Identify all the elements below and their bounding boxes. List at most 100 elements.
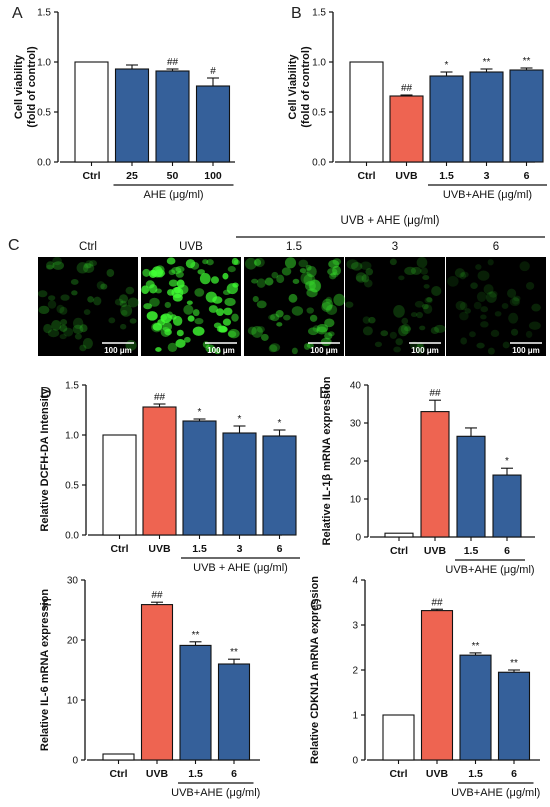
cell-nucleus [276, 274, 285, 284]
cell-nucleus [202, 259, 209, 265]
significance-marker: ** [230, 647, 238, 658]
cell-nucleus [155, 347, 162, 352]
panel-label: E [319, 385, 330, 402]
cell-nucleus [47, 300, 57, 309]
cell-nucleus [421, 303, 429, 310]
cell-nucleus [197, 269, 205, 275]
cell-nucleus [355, 272, 367, 283]
x-tick-label: Ctrl [389, 768, 407, 780]
group-label: UVB + AHE (μg/ml) [193, 562, 288, 574]
significance-marker: ## [151, 590, 163, 601]
micrograph-image [446, 257, 546, 356]
y-tick-label: 0 [72, 756, 78, 767]
cell-nucleus [507, 288, 517, 298]
panel-label: G [310, 597, 322, 614]
cell-nucleus [72, 317, 84, 330]
scale-bar-label: 100 μm [207, 346, 235, 355]
cell-nucleus [395, 338, 403, 346]
cell-nucleus [47, 329, 60, 338]
cell-nucleus [119, 300, 128, 308]
panel-label: D [40, 385, 52, 402]
cell-nucleus [487, 347, 495, 355]
micrograph-title: 3 [392, 241, 398, 253]
cell-nucleus [79, 344, 87, 352]
cell-nucleus [125, 286, 135, 295]
cell-nucleus [480, 321, 489, 328]
group-label: AHE (μg/ml) [143, 189, 203, 201]
cell-nucleus [321, 301, 333, 312]
cell-nucleus [121, 309, 128, 316]
x-tick-label: 100 [204, 170, 222, 182]
cell-nucleus [162, 321, 172, 332]
cell-nucleus [400, 323, 411, 335]
cell-nucleus [525, 330, 533, 338]
cell-nucleus [300, 271, 313, 285]
cell-nucleus [46, 261, 55, 270]
micrograph: 6 100 μm [446, 241, 546, 356]
cell-nucleus [401, 317, 409, 325]
bar [114, 68, 150, 163]
y-axis-label: Relative CDKN1A mRNA expression [309, 576, 321, 764]
cell-nucleus [332, 258, 342, 266]
x-tick-label: Ctrl [82, 170, 100, 182]
cell-nucleus [459, 311, 469, 321]
cell-nucleus [192, 309, 200, 317]
cell-nucleus [119, 294, 129, 304]
cell-nucleus [324, 332, 333, 340]
cell-nucleus [307, 327, 319, 336]
x-tick-label: 6 [524, 170, 530, 182]
x-tick-label: UVB [424, 545, 447, 557]
bar [195, 85, 231, 163]
cell-nucleus [305, 280, 316, 291]
cell-nucleus [393, 305, 405, 318]
cell-nucleus [166, 257, 176, 265]
cell-nucleus [362, 316, 371, 324]
cell-nucleus [415, 344, 426, 354]
cell-nucleus [494, 311, 502, 317]
y-axis-label: (fold of control) [26, 46, 38, 128]
scale-bar-label: 100 μm [411, 346, 439, 355]
group-label: UVB + AHE (μg/ml) [341, 215, 440, 227]
scale-bar-label: 100 μm [104, 346, 132, 355]
cell-nucleus [464, 308, 472, 314]
x-tick-label: UVB [148, 543, 171, 555]
y-tick-label: 0.5 [65, 481, 79, 492]
cell-nucleus [288, 293, 298, 303]
cell-nucleus [501, 302, 509, 310]
y-tick-label: 30 [67, 576, 79, 587]
y-axis-label: (fold of control) [300, 46, 312, 128]
cell-nucleus [93, 296, 102, 306]
cell-nucleus [260, 333, 269, 341]
cell-nucleus [127, 297, 139, 308]
cell-nucleus [222, 272, 229, 280]
cell-nucleus [511, 296, 520, 305]
cell-nucleus [404, 266, 417, 276]
cell-nucleus [52, 261, 65, 270]
cell-nucleus [47, 295, 56, 301]
bar [74, 61, 109, 163]
x-tick-label: Ctrl [109, 768, 127, 780]
cell-nucleus [60, 319, 68, 326]
cell-nucleus [254, 258, 262, 266]
group-label: UVB+AHE (μg/ml) [451, 787, 540, 799]
cell-nucleus [254, 257, 265, 268]
cell-nucleus [306, 265, 317, 278]
cell-nucleus [251, 278, 259, 284]
cell-nucleus [168, 279, 178, 287]
x-tick-label: Ctrl [110, 543, 128, 555]
cell-nucleus [322, 298, 333, 311]
cell-nucleus [476, 291, 487, 302]
bar [492, 474, 522, 538]
cell-nucleus [38, 305, 50, 315]
cell-nucleus [510, 328, 519, 336]
cell-nucleus [74, 333, 82, 340]
x-tick-label: 25 [126, 170, 138, 182]
cell-nucleus [470, 282, 478, 289]
cell-nucleus [87, 296, 94, 303]
bar [262, 435, 297, 536]
cell-nucleus [256, 278, 266, 288]
bar [142, 406, 177, 536]
significance-marker: ** [192, 630, 200, 641]
micrograph-title: 1.5 [286, 241, 302, 253]
